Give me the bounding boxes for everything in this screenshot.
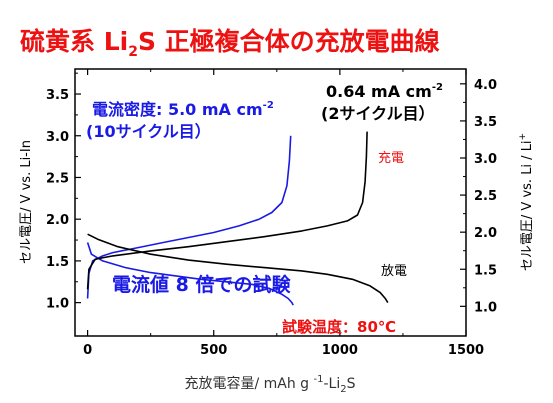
- title-main: 硫黄系 Li: [20, 27, 128, 56]
- chart-title: 硫黄系 Li2S 正極複合体の充放電曲線: [20, 27, 440, 60]
- temperature-note: 試験温度：80℃: [282, 318, 396, 336]
- y-right-tick-label: 1.5: [474, 263, 497, 278]
- axes-ticks: 0 500 1000 1500 1.0 1.5 2.0 2.5 3.0 3.5 1.0 1.5 2.0 2…: [46, 69, 497, 358]
- y-right-tick-label: 2.0: [474, 226, 497, 241]
- x-axis-label: 充放電容量/ mAh g -1-Li2S: [184, 374, 355, 395]
- black-rate-label: 0.64 mA cm-2: [326, 82, 443, 101]
- y-left-tick-label: 1.0: [46, 297, 69, 312]
- series-1-discharge-curve: [87, 233, 389, 304]
- y-left-tick-label: 1.5: [46, 255, 69, 270]
- y-right-tick-label: 4.0: [474, 78, 497, 93]
- x-tick-label: 1000: [322, 343, 358, 358]
- y-right-tick-label: 1.0: [474, 300, 497, 315]
- blue-rate-label: 電流密度: 5.0 mA cm-2: [92, 100, 274, 119]
- series-1-charge-curve: [86, 131, 368, 290]
- y-left-tick-label: 2.5: [46, 171, 69, 186]
- y-right-tick-label: 3.5: [474, 115, 497, 130]
- x-tick-label: 500: [200, 343, 227, 358]
- blue-cycle-label: (10サイクル目）: [86, 122, 211, 141]
- title-rest: S 正極複合体の充放電曲線: [138, 27, 440, 56]
- y-axis-right-label: セル電圧/ V vs. Li / Li+: [518, 133, 535, 271]
- black-cycle-label: (2サイクル目）: [321, 104, 435, 123]
- y-left-tick-label: 2.0: [46, 213, 69, 228]
- x-tick-label: 0: [83, 343, 92, 358]
- x-tick-label: 1500: [448, 343, 484, 358]
- y-right-tick-label: 2.5: [474, 189, 497, 204]
- title-subscript: 2: [128, 44, 138, 60]
- plot-frame: [74, 68, 467, 337]
- series-0-discharge-curve: [86, 242, 294, 306]
- discharge-label: 放電: [381, 264, 407, 279]
- y-left-tick-label: 3.5: [46, 88, 69, 103]
- rate-note: 電流値 8 倍での試験: [112, 273, 291, 296]
- charge-label: 充電: [378, 150, 404, 166]
- y-axis-left-label: セル電圧/ V vs. Li-In: [19, 140, 34, 264]
- y-right-tick-label: 3.0: [474, 152, 497, 167]
- curves: [86, 131, 389, 306]
- y-left-tick-label: 3.0: [46, 130, 69, 145]
